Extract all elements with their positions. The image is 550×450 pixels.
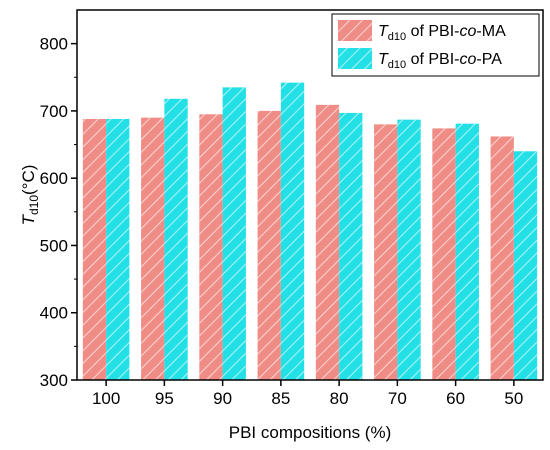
legend-label-ma: Td10 of PBI-co-MA <box>378 23 506 43</box>
x-tick-label-95: 95 <box>155 389 174 408</box>
x-tick-label-85: 85 <box>271 389 290 408</box>
bar-hatch-pa-100 <box>106 118 130 381</box>
y-tick-label-700: 700 <box>40 102 68 121</box>
y-tick-label-300: 300 <box>40 371 68 390</box>
x-tick-label-60: 60 <box>446 389 465 408</box>
y-tick-label-800: 800 <box>40 35 68 54</box>
y-axis-title-unit: (°C) <box>19 165 38 195</box>
x-tick-label-100: 100 <box>92 389 120 408</box>
y-tick-label-400: 400 <box>40 304 68 323</box>
x-tick-label-80: 80 <box>330 389 349 408</box>
x-tick-label-90: 90 <box>213 389 232 408</box>
x-tick-label-70: 70 <box>388 389 407 408</box>
bar-hatch-pa-95 <box>164 98 188 381</box>
y-tick-label-500: 500 <box>40 236 68 255</box>
bar-hatch-pa-90 <box>222 87 246 380</box>
bar-hatch-ma-50 <box>490 136 514 380</box>
legend-swatch-pa-hatch <box>338 48 372 69</box>
bar-hatch-pa-50 <box>513 151 538 380</box>
y-tick-label-600: 600 <box>40 169 68 188</box>
bar-hatch-pa-80 <box>339 112 363 380</box>
bar-hatch-pa-70 <box>397 119 421 381</box>
plot-frame <box>76 9 544 381</box>
bar-hatch-ma-70 <box>374 124 398 380</box>
y-axis: 300 400 500 600 700 800 <box>40 35 77 390</box>
bars-layer <box>82 82 538 381</box>
bar-hatch-ma-80 <box>315 104 340 380</box>
x-axis: 100 95 90 85 80 70 60 50 <box>92 380 523 408</box>
bar-hatch-pa-85 <box>280 82 305 381</box>
bar-hatch-pa-60 <box>455 123 479 380</box>
bar-hatch-ma-90 <box>199 114 223 380</box>
x-tick-label-50: 50 <box>504 389 523 408</box>
x-axis-title: PBI compositions (%) <box>229 423 392 442</box>
bar-hatch-ma-60 <box>432 128 456 380</box>
legend-swatch-ma-hatch <box>338 20 372 41</box>
legend: Td10 of PBI-co-MA Td10 of PBI-co-PA <box>331 13 540 77</box>
bar-hatch-ma-85 <box>257 110 281 380</box>
y-axis-title: Td10(°C) <box>19 165 41 226</box>
bar-hatch-ma-100 <box>82 118 107 381</box>
y-axis-title-subscript: d10 <box>27 195 41 215</box>
bar-hatch-ma-95 <box>141 117 165 381</box>
legend-label-pa: Td10 of PBI-co-PA <box>378 51 502 71</box>
y-axis-title-symbol: T <box>19 213 38 225</box>
